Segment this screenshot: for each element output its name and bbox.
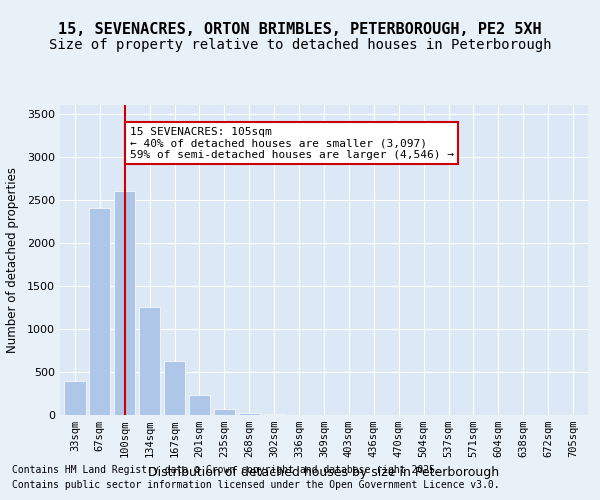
- Text: Size of property relative to detached houses in Peterborough: Size of property relative to detached ho…: [49, 38, 551, 52]
- Text: Contains public sector information licensed under the Open Government Licence v3: Contains public sector information licen…: [12, 480, 500, 490]
- Bar: [89, 208, 110, 415]
- Bar: [114, 191, 136, 415]
- Bar: [239, 413, 260, 415]
- Y-axis label: Number of detached properties: Number of detached properties: [5, 167, 19, 353]
- Bar: [139, 308, 160, 415]
- Bar: [164, 361, 185, 415]
- Text: Contains HM Land Registry data © Crown copyright and database right 2025.: Contains HM Land Registry data © Crown c…: [12, 465, 441, 475]
- Bar: [64, 380, 86, 415]
- Bar: [214, 409, 235, 415]
- Bar: [263, 414, 285, 415]
- X-axis label: Distribution of detached houses by size in Peterborough: Distribution of detached houses by size …: [148, 466, 500, 478]
- Text: 15 SEVENACRES: 105sqm
← 40% of detached houses are smaller (3,097)
59% of semi-d: 15 SEVENACRES: 105sqm ← 40% of detached …: [130, 126, 454, 160]
- Text: 15, SEVENACRES, ORTON BRIMBLES, PETERBOROUGH, PE2 5XH: 15, SEVENACRES, ORTON BRIMBLES, PETERBOR…: [58, 22, 542, 38]
- Bar: [189, 395, 210, 415]
